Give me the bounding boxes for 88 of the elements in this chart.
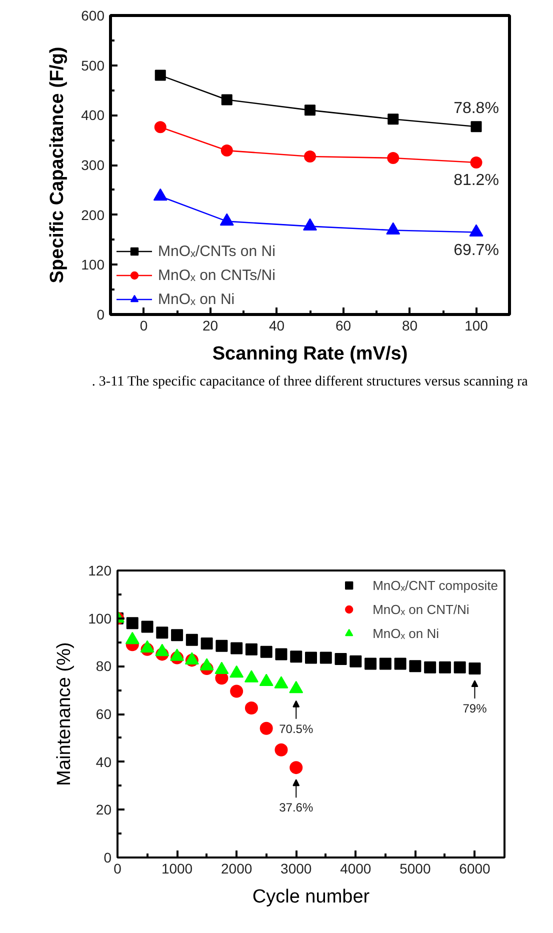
y-tick-label: 40: [96, 754, 112, 770]
point: [154, 121, 166, 134]
x-axis-title: Cycle number: [252, 886, 370, 908]
legend-label: MnOₓ/CNT composite: [372, 578, 498, 592]
point: [470, 121, 482, 132]
point: [470, 156, 482, 168]
point: [153, 188, 168, 201]
x-tick-label: 20: [202, 318, 218, 334]
point: [244, 702, 258, 715]
point: [303, 218, 317, 231]
point: [305, 652, 317, 664]
point: [424, 661, 436, 674]
y-tick-label: 100: [88, 610, 112, 626]
y-tick-label: 60: [96, 706, 112, 722]
y-tick-label: 500: [81, 57, 105, 74]
y-axis-title: Specific Capacitance (F/g): [47, 46, 68, 284]
x-tick-label: 40: [268, 318, 285, 334]
text: . 3-11 The specific capacitance of three different structures versus scanning ra: [92, 374, 529, 390]
y-tick-label: 300: [81, 157, 105, 173]
point: [275, 648, 288, 660]
point: [387, 152, 400, 164]
y-tick-label: 400: [81, 107, 105, 124]
y-axis-title: Maintenance (%): [54, 642, 76, 786]
point: [364, 658, 377, 670]
point: [388, 114, 399, 125]
point: [216, 640, 228, 652]
legend-label: MnOₓ on CNTs/Ni: [158, 266, 276, 284]
point: [438, 661, 451, 674]
y-tick-label: 600: [81, 8, 105, 24]
point: [154, 70, 166, 81]
point: [260, 646, 272, 658]
point: [454, 661, 466, 674]
x-tick-label: 0: [140, 318, 148, 334]
point: [290, 650, 302, 663]
point: [171, 629, 184, 642]
y-tick-label: 0: [96, 306, 105, 322]
point: [186, 634, 198, 646]
annotation: 70.5%: [279, 722, 314, 736]
point: [221, 94, 232, 106]
point: [274, 743, 288, 756]
annotation: 79%: [462, 702, 488, 716]
point: [468, 662, 481, 675]
x-tick-label: 80: [402, 318, 418, 334]
legend-label: MnOₓ on Ni: [372, 626, 439, 640]
point: [290, 761, 303, 774]
point: [156, 626, 168, 639]
x-axis-title: Scanning Rate (mV/s): [212, 344, 408, 364]
x-tick-label: 4000: [340, 860, 372, 876]
x-tick-label: 3000: [280, 860, 312, 876]
annotation: 69.7%: [454, 242, 499, 259]
annotation: 37.6%: [279, 800, 314, 815]
y-tick-label: 200: [81, 206, 105, 223]
point: [386, 222, 400, 235]
point: [200, 637, 213, 650]
x-tick-label: 100: [464, 318, 488, 334]
point: [379, 658, 392, 670]
point: [220, 144, 233, 157]
point: [409, 660, 422, 672]
point: [260, 722, 273, 735]
x-tick-label: 1000: [161, 860, 193, 876]
y-tick-label: 20: [96, 802, 112, 818]
y-tick-label: 80: [96, 658, 112, 674]
x-tick-label: 0: [114, 860, 122, 876]
point: [394, 658, 406, 670]
point: [230, 684, 244, 698]
x-tick-label: 60: [335, 318, 352, 334]
point: [230, 642, 243, 654]
legend-label: MnOₓ on Ni: [158, 290, 235, 308]
point: [320, 652, 332, 664]
point: [141, 620, 154, 633]
point: [126, 617, 138, 630]
x-tick-label: 6000: [459, 860, 491, 876]
point: [304, 150, 316, 163]
y-tick-label: 120: [88, 562, 112, 578]
x-tick-label: 2000: [221, 860, 252, 876]
point: [220, 213, 234, 226]
legend-label: MnOₓ/CNTs on Ni: [158, 242, 276, 260]
annotation: 78.8%: [454, 100, 499, 118]
annotation: 81.2%: [454, 172, 499, 190]
point: [304, 104, 316, 116]
point: [350, 655, 362, 668]
y-tick-label: 100: [81, 256, 105, 273]
point: [245, 643, 258, 656]
x-tick-label: 5000: [400, 860, 431, 876]
legend-label: MnOₓ on CNT/Ni: [372, 602, 470, 616]
y-tick-label: 0: [104, 850, 112, 866]
point: [469, 224, 484, 237]
point: [334, 652, 347, 665]
